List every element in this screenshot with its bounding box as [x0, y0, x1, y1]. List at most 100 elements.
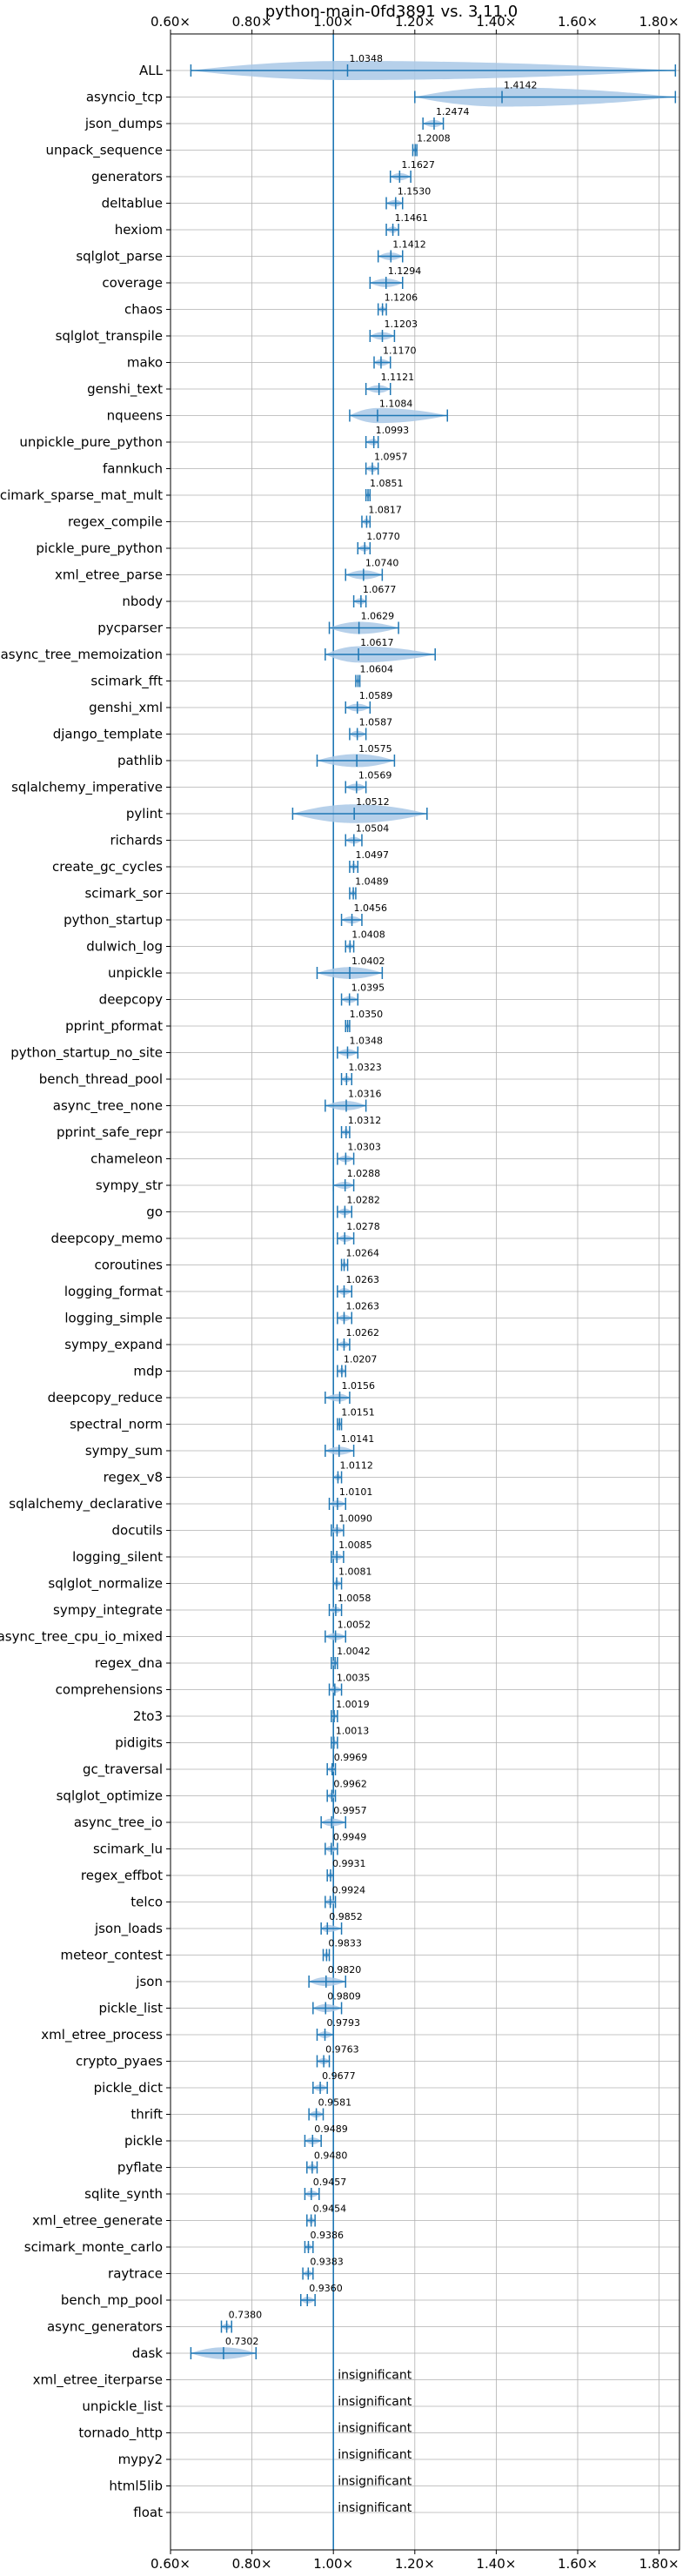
y-tick-label: sqlalchemy_imperative	[11, 780, 163, 796]
value-label: 1.1206	[385, 292, 418, 304]
value-label: 1.0081	[338, 1566, 372, 1578]
value-label: 1.0019	[336, 1699, 370, 1710]
y-tick-label: xml_etree_generate	[32, 2213, 163, 2230]
x-tick-label-top: 1.20×	[395, 14, 435, 30]
y-tick-label: unpack_sequence	[46, 143, 163, 159]
y-tick-label: crypto_pyaes	[76, 2054, 163, 2070]
y-tick-label: 2to3	[133, 1708, 163, 1724]
value-label: 0.9489	[314, 2123, 348, 2135]
y-tick-label: generators	[91, 169, 163, 184]
value-label: 0.9581	[318, 2097, 352, 2109]
value-label: 0.7302	[225, 2336, 259, 2347]
value-label: 0.9480	[314, 2150, 348, 2162]
value-label: 0.9793	[327, 2017, 361, 2029]
value-label: 0.9833	[328, 1938, 362, 1949]
value-label: 0.7380	[229, 2310, 263, 2321]
value-label: 0.9809	[327, 1991, 361, 2002]
value-label: 1.0604	[359, 664, 393, 675]
y-tick-label: dask	[132, 2345, 164, 2361]
value-label: 0.9677	[322, 2070, 356, 2082]
y-tick-label: scimark_fft	[90, 674, 163, 690]
y-tick-label: pylint	[126, 806, 163, 822]
value-label: 0.9924	[332, 1885, 366, 1896]
y-tick-label: python_startup_no_site	[10, 1045, 163, 1062]
value-label: 1.0677	[363, 584, 397, 595]
value-label: 1.0489	[355, 876, 389, 888]
value-label: 1.4142	[504, 80, 538, 91]
value-label: 1.2008	[417, 133, 451, 144]
y-tick-label: meteor_contest	[60, 1948, 163, 1964]
value-label: 1.0617	[360, 637, 394, 648]
y-tick-label: regex_compile	[68, 514, 163, 531]
y-tick-label: pprint_safe_repr	[57, 1124, 164, 1141]
x-tick-label-bottom: 1.00×	[313, 2556, 353, 2572]
y-tick-label: xml_etree_parse	[55, 567, 163, 584]
x-tick-label-bottom: 1.20×	[395, 2556, 435, 2572]
y-tick-label: ALL	[139, 63, 164, 78]
insignificant-label: insignificant	[338, 2501, 412, 2515]
value-label: 1.0629	[361, 611, 395, 622]
value-label: 1.1084	[379, 399, 413, 410]
value-label: 1.1121	[381, 372, 415, 383]
violins	[190, 34, 677, 2550]
value-label: 1.0288	[347, 1168, 381, 1179]
value-label: 1.1412	[392, 239, 426, 251]
value-label: 1.0312	[348, 1115, 382, 1126]
value-label: 0.9763	[325, 2044, 359, 2056]
value-label: 1.0156	[342, 1380, 376, 1392]
y-tick-label: json	[135, 1974, 163, 1989]
value-label: 1.0575	[358, 743, 392, 755]
y-tick-label: scimark_sor	[84, 886, 163, 902]
y-tick-label: coverage	[102, 275, 163, 291]
y-tick-label: chameleon	[90, 1151, 163, 1167]
value-label: 0.9969	[334, 1752, 368, 1763]
y-tick-label: mdp	[133, 1364, 163, 1379]
y-tick-label: genshi_text	[87, 381, 163, 398]
value-label: 1.0316	[348, 1089, 382, 1100]
value-label: 0.9820	[328, 1964, 362, 1976]
grid	[170, 34, 679, 2550]
y-tick-label: bench_thread_pool	[39, 1071, 163, 1088]
y-tick-label: sympy_str	[96, 1177, 164, 1194]
x-tick-label-top: 1.80×	[639, 14, 679, 30]
y-tick-label: async_tree_cpu_io_mixed	[0, 1629, 163, 1646]
y-tick-label: raytrace	[108, 2266, 163, 2282]
value-label: 1.1203	[385, 319, 418, 330]
y-tick-label: sympy_sum	[85, 1443, 163, 1459]
y-tick-label: richards	[110, 833, 163, 849]
plot-frame	[170, 33, 680, 2551]
value-label: 1.0504	[356, 823, 390, 835]
y-tick-label: fannkuch	[103, 461, 163, 477]
y-tick-label: telco	[130, 1895, 163, 1910]
insignificant-label: insignificant	[338, 2448, 412, 2462]
x-tick-label-bottom: 1.40×	[476, 2556, 516, 2572]
value-label: 1.0303	[347, 1142, 381, 1153]
value-label: 0.9383	[310, 2257, 344, 2268]
y-tick-label: pickle_list	[98, 2001, 163, 2017]
y-tick-label: async_tree_memoization	[1, 647, 163, 663]
y-tick-label: deepcopy_memo	[51, 1231, 163, 1247]
y-tick-label: pidigits	[115, 1735, 163, 1751]
y-tick-label: sqlalchemy_declarative	[9, 1496, 163, 1513]
value-label: 1.0569	[358, 770, 392, 782]
value-label: 1.1530	[398, 186, 432, 198]
insignificant-label: insignificant	[338, 2395, 412, 2409]
insignificant-label: insignificant	[338, 2475, 412, 2489]
value-label: 0.9949	[333, 1832, 367, 1843]
y-tick-label: html5lib	[109, 2479, 163, 2494]
axes: 0.60× 0.60× 0.80× 0.80× 1.00× 1.00× 1.20× 1.20×…	[0, 14, 679, 2572]
y-tick-label: regex_v8	[104, 1470, 163, 1486]
y-tick-label: scimark_sparse_mat_mult	[0, 487, 163, 504]
value-label: 1.1627	[401, 159, 435, 171]
insignificant-label: insignificant	[338, 2422, 412, 2436]
y-tick-label: pathlib	[117, 753, 163, 768]
y-tick-label: logging_simple	[64, 1311, 163, 1327]
value-label: 1.0587	[359, 717, 393, 728]
y-tick-label: sqlite_synth	[84, 2186, 163, 2203]
y-tick-label: scimark_lu	[93, 1841, 163, 1858]
labels: 1.0348 1.4142 1.2474 1.2008 1.1627 1.1530 1.14…	[225, 53, 538, 2515]
y-tick-label: unpickle_list	[82, 2398, 163, 2415]
y-tick-label: scimark_monte_carlo	[24, 2239, 163, 2256]
y-tick-label: sympy_integrate	[53, 1602, 163, 1619]
value-label: 1.0141	[341, 1433, 375, 1445]
